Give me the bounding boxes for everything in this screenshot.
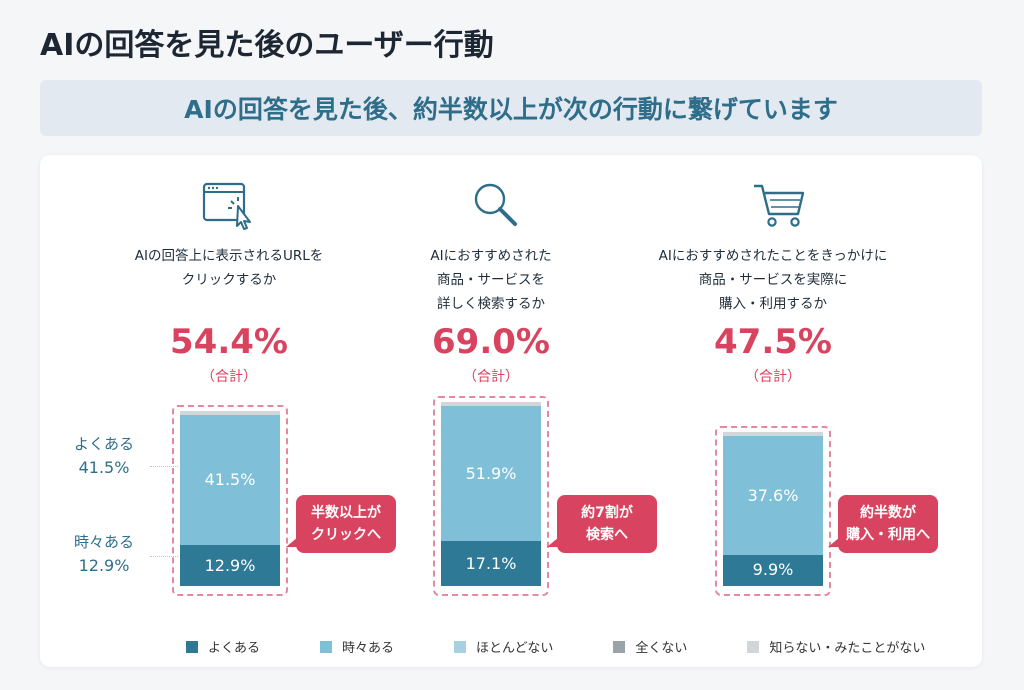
legend-item: 全くない (613, 637, 687, 656)
total-percentage: 69.0% (432, 322, 550, 362)
legend-swatch-unknown (747, 640, 760, 653)
bar-segment-other (441, 402, 541, 406)
side-tick (150, 466, 178, 467)
bar-value-label-sometimes: 51.9% (465, 463, 517, 483)
callout-badge: 約7割が 検索へ (547, 495, 657, 553)
bar-highlight-frame (172, 404, 288, 596)
legend-swatch-never (613, 640, 626, 653)
page-title: AIの回答を見た後のユーザー行動 (40, 28, 494, 63)
side-label-sometimes: 時々ある 12.9% (73, 533, 134, 575)
banner-text: AIの回答を見た後、約半数以上が次の行動に繋げています (184, 95, 838, 124)
bar-highlight-frame (433, 396, 549, 596)
bar-value-label-often: 17.1% (465, 553, 517, 573)
callout-badge: 約半数が 購入・利用へ (828, 495, 938, 553)
bar-highlight-frame (715, 426, 831, 596)
total-percentage: 54.4% (170, 322, 288, 362)
total-note: （合計） (201, 369, 257, 385)
bar-segment-often (180, 545, 280, 586)
legend: よくある 時々ある ほとんどない 全くない 知らない・みたことがない (186, 637, 925, 656)
cart-icon (754, 184, 805, 227)
summary-banner: AIの回答を見た後、約半数以上が次の行動に繋げています (40, 80, 982, 136)
legend-item: 時々ある (320, 637, 394, 656)
total-percentage: 47.5% (714, 322, 832, 362)
callout-badge: 半数以上が クリックへ (286, 495, 396, 553)
bar-value-label-sometimes: 41.5% (204, 470, 256, 489)
bar-value-label-sometimes: 37.6% (747, 485, 799, 505)
legend-swatch-sometimes (320, 640, 333, 653)
bar-segment-other (723, 432, 823, 437)
question-text: AIにおすすめされた 商品・サービスを 詳しく検索するか (430, 248, 552, 312)
bar-segment-often (723, 554, 823, 586)
legend-swatch-often (186, 640, 198, 653)
legend-item: 知らない・みたことがない (747, 637, 925, 656)
total-note: （合計） (463, 369, 519, 385)
bar-segment-sometimes (723, 436, 823, 555)
search-icon (474, 183, 517, 226)
bar-segment-sometimes (180, 414, 280, 546)
total-note: （合計） (745, 369, 801, 385)
bar-value-label-often: 12.9% (204, 555, 256, 575)
side-tick (150, 556, 178, 557)
question-text: AIの回答上に表示されるURLを クリックするか (134, 248, 324, 288)
bar-segment-often (441, 541, 541, 586)
bar-value-label-often: 9.9% (752, 560, 794, 580)
bar-segment-sometimes (441, 406, 541, 542)
side-label-often: よくある 41.5% (73, 435, 134, 477)
question-text: AIにおすすめされたことをきっかけに 商品・サービスを実際に 購入・利用するか (658, 248, 888, 312)
browser-click-icon (202, 182, 251, 230)
legend-item: よくある (186, 637, 260, 656)
bar-segment-other (180, 410, 280, 415)
legend-swatch-rarely (454, 640, 467, 653)
legend-item: ほとんどない (454, 637, 553, 656)
